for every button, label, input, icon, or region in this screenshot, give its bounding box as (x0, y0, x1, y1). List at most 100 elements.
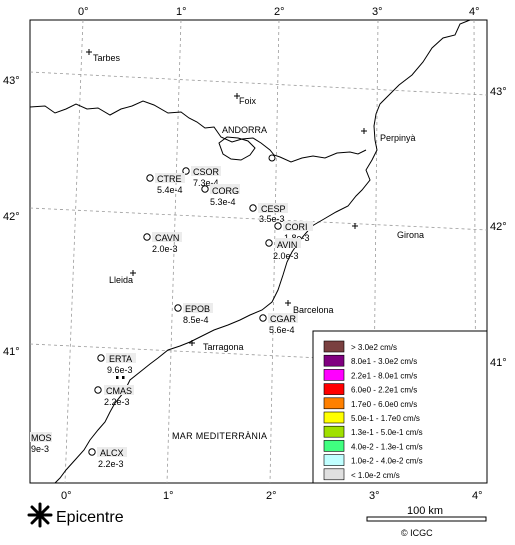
station-code-erta: ERTA (109, 354, 132, 364)
station-code-cmas: CMAS (106, 386, 132, 396)
station-label-bg-epob (183, 303, 213, 313)
station-code-corg: CORG (212, 186, 239, 196)
station-marker-alcx (88, 448, 96, 456)
legend-label: > 3.0e2 cm/s (351, 343, 397, 352)
station-value-avin: 2.0e-3 (273, 251, 299, 261)
legend-swatch (323, 425, 345, 438)
lon-label-top-4: 4° (469, 6, 480, 18)
city-marker-girona (352, 223, 358, 229)
station-value-cmas: 2.2e-3 (104, 397, 130, 407)
station-marker-cgar (259, 314, 267, 322)
station-code-epob: EPOB (185, 304, 210, 314)
llivia-enclave (268, 154, 276, 162)
station-label-bg-erta (106, 353, 136, 363)
lat-label-right-41: 41° (490, 357, 507, 369)
station-value-alcx: 2.2e-3 (98, 459, 124, 469)
station-code-cavn: CAVN (155, 233, 179, 243)
legend-swatch (323, 411, 345, 424)
legend-swatch (323, 354, 345, 367)
station-code-cgar: CGAR (270, 314, 297, 324)
legend-label: 1.3e-1 - 5.0e-1 cm/s (351, 428, 423, 437)
legend-swatch (323, 454, 345, 466)
lon-label-top-3: 3° (372, 6, 383, 18)
station-label-bg-avin (275, 238, 301, 248)
legend-swatch (323, 397, 345, 410)
station-label-bg-alcx (97, 447, 127, 457)
place-perpinya: Perpinyà (380, 133, 416, 143)
legend-label: 1.0e-2 - 4.0e-2 cm/s (351, 457, 423, 466)
place-andorra: ANDORRA (222, 125, 267, 135)
station-label-bg-cmas (104, 385, 134, 395)
station-marker-avin (265, 239, 273, 247)
lon-label-bottom-3: 3° (369, 490, 380, 502)
station-markers (88, 167, 282, 456)
city-markers (86, 49, 367, 346)
station-label-bg-cori (283, 221, 313, 231)
city-marker-perpinya (361, 128, 367, 134)
place-barcelona: Barcelona (293, 305, 334, 315)
city-marker-lleida (130, 270, 136, 276)
lon-label-top-0: 0° (78, 6, 89, 18)
station-value-cesp: 3.5e-3 (259, 214, 285, 224)
station-marker-csor (182, 167, 190, 175)
station-value-epob: 8.5e-4 (183, 315, 209, 325)
place-girona: Girona (397, 230, 424, 240)
station-marker-cavn (143, 233, 151, 241)
station-value-csor: 7.3e-4 (193, 178, 219, 188)
place-lleida: Lleida (109, 275, 133, 285)
station-marker-corg (201, 185, 209, 193)
lon-label-bottom-2: 2° (266, 490, 277, 502)
station-label-bg-cgar (268, 313, 298, 323)
station-marker-epob (174, 304, 182, 312)
station-value-cgar: 5.6e-4 (269, 325, 295, 335)
station-label-bg-cesp (258, 203, 288, 213)
station-label-bg-csor (191, 166, 221, 176)
station-label-bg-mos (30, 432, 52, 442)
legend-rows: > 3.0e2 cm/s 8.0e1 - 3.0e2 cm/s 2.2e1 - 8.… (323, 340, 423, 481)
legend-label: < 1.0e-2 cm/s (351, 471, 400, 480)
legend-swatch (323, 383, 345, 395)
station-labels: CTRE 5.4e-4 CSOR 7.3e-4 CORG 5.3e-4 CESP… (30, 166, 313, 469)
pgv-legend: > 3.0e2 cm/s 8.0e1 - 3.0e2 cm/s 2.2e1 - 8.… (312, 330, 488, 484)
coastline (54, 19, 471, 484)
lat-label-right-43: 43° (490, 86, 507, 98)
lon-label-top-1: 1° (176, 6, 187, 18)
station-value-cavn: 2.0e-3 (152, 244, 178, 254)
legend-swatch (323, 440, 345, 452)
station-value-corg: 5.3e-4 (210, 197, 236, 207)
lon-label-bottom-0: 0° (61, 490, 72, 502)
station-marker-cmas (94, 386, 102, 394)
lon-label-top-2: 2° (274, 6, 285, 18)
station-marker-cesp (249, 204, 257, 212)
lat-label-right-42: 42° (490, 221, 507, 233)
legend-label: 2.2e1 - 8.0e1 cm/s (351, 371, 417, 380)
legend-swatch (323, 340, 345, 353)
station-value-mos: 9e-3 (31, 444, 49, 454)
credit-label: © ICGC (401, 528, 433, 538)
andorra-outline (218, 136, 256, 161)
lon-label-bottom-4: 4° (472, 490, 483, 502)
station-code-cesp: CESP (261, 204, 286, 214)
lon-label-bottom-1: 1° (163, 490, 174, 502)
city-marker-tarragona (189, 340, 195, 346)
city-marker-barcelona (285, 300, 291, 306)
erta-marks (116, 376, 125, 379)
lat-label-left-42: 42° (3, 211, 20, 223)
legend-label: 5.0e-1 - 1.7e0 cm/s (351, 414, 420, 423)
station-code-alcx: ALCX (100, 448, 124, 458)
place-tarbes: Tarbes (93, 53, 121, 63)
sea-label: MAR MEDITERRÀNIA (172, 431, 267, 441)
station-value-erta: 9.6e-3 (107, 365, 133, 375)
station-label-bg-ctre (155, 173, 185, 183)
legend-label: 8.0e1 - 3.0e2 cm/s (351, 357, 417, 366)
place-foix: Foix (239, 96, 257, 106)
station-label-bg-cavn (152, 232, 182, 242)
epicentre-label: Epicentre (56, 509, 124, 526)
legend-swatch (323, 369, 345, 381)
station-marker-erta (97, 354, 105, 362)
station-code-cori: CORI (285, 222, 308, 232)
station-value-ctre: 5.4e-4 (157, 185, 183, 195)
legend-swatch (323, 468, 345, 481)
legend-label: 6.0e0 - 2.2e1 cm/s (351, 386, 417, 395)
